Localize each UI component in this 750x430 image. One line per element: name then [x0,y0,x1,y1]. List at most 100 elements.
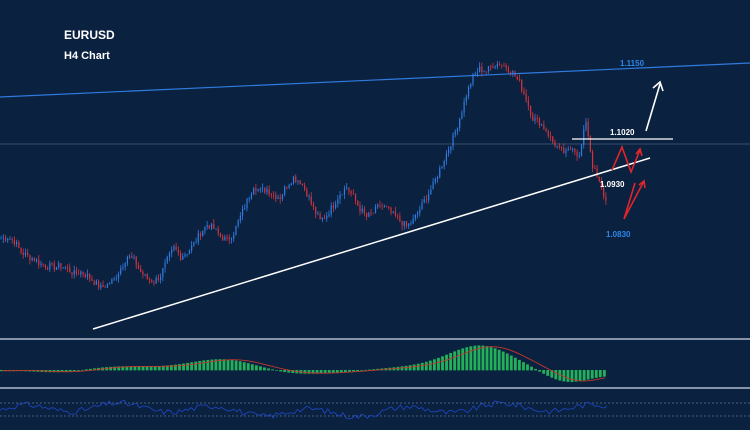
candle-body [295,176,297,182]
candle-body [230,238,233,240]
macd-bar [133,366,137,371]
candle-body [306,189,308,197]
candle-body [549,135,552,137]
candle-body [64,267,66,269]
candle-body [532,114,534,121]
candle-body [244,208,246,209]
candle-body [332,205,335,208]
candle-body [474,73,476,75]
bullish-arrow [645,83,661,132]
candle-body [521,79,523,91]
candle-body [146,274,148,280]
candle-body [204,226,206,231]
candle-body [42,263,44,265]
macd-bar [562,370,566,382]
candle-body [496,63,498,67]
candles-layer [0,60,607,291]
candle-body [594,167,596,169]
candle-body [49,263,51,270]
candle-body [33,258,35,262]
candle-body [246,198,248,209]
macd-bar [161,365,165,371]
candle-body [80,271,82,275]
macd-bar [497,349,501,371]
label-1-1020: 1.1020 [610,128,635,137]
macd-bar [505,353,509,371]
candle-body [228,237,230,240]
macd-bar [432,359,436,371]
candle-body [144,274,146,276]
macd-bar [190,362,194,371]
candle-body [148,279,151,281]
candle-body [498,63,501,65]
projection-down-arrowhead [638,179,646,189]
candle-body [257,188,259,191]
macd-bar [117,366,121,371]
candle-body [288,184,290,188]
candle-body [439,168,441,178]
macd-bar [275,370,279,371]
candle-body [419,209,421,213]
candle-body [461,112,463,120]
candle-body [297,180,299,182]
candle-body [140,268,142,272]
macd-bar [258,366,262,371]
candle-body [459,119,461,129]
candle-body [385,206,388,207]
candle-body [330,205,332,215]
macd-bar [412,364,416,371]
macd-bar [501,351,505,371]
candle-body [343,188,346,195]
candle-body [84,274,86,278]
candle-body [501,64,503,66]
macd-bar [174,364,177,371]
macd-bar [404,365,408,371]
macd-bar [315,370,319,374]
candle-body [2,237,4,239]
macd-bar [542,370,546,374]
candle-body [202,230,204,237]
candle-body [354,194,357,201]
candle-body [62,267,64,269]
candle-body [215,228,217,230]
macd-bar [356,370,359,372]
macd-bar [271,369,274,371]
timeframe-title: H4 Chart [64,50,110,62]
candle-body [401,221,403,226]
candle-body [253,188,255,194]
candle-body [24,252,27,256]
candle-body [339,194,341,200]
candle-body [217,228,219,234]
macd-bar [343,370,347,373]
candle-body [259,188,261,190]
candle-body [481,66,483,72]
candle-body [237,220,239,226]
candle-body [392,211,394,213]
macd-bar [477,345,481,371]
candle-body [403,221,405,226]
macd-bar [481,345,485,371]
candle-body [441,166,443,169]
ascending-trendline [92,157,651,330]
macd-bar [230,359,234,371]
candle-body [155,277,157,284]
candle-body [224,237,226,241]
macd-bar [72,370,76,372]
candle-body [397,215,399,217]
candle-body [4,237,7,241]
candle-body [479,66,481,73]
candle-body [241,208,244,216]
candle-body [193,242,195,246]
macd-bar [222,359,226,371]
macd-bar [279,370,283,372]
macd-bar [352,370,355,372]
candle-body [69,267,71,273]
macd-bar [489,347,493,371]
candle-body [408,223,410,227]
candle-body [122,266,124,269]
candle-body [303,185,306,190]
candle-body [47,267,49,270]
macd-bar [283,370,287,373]
